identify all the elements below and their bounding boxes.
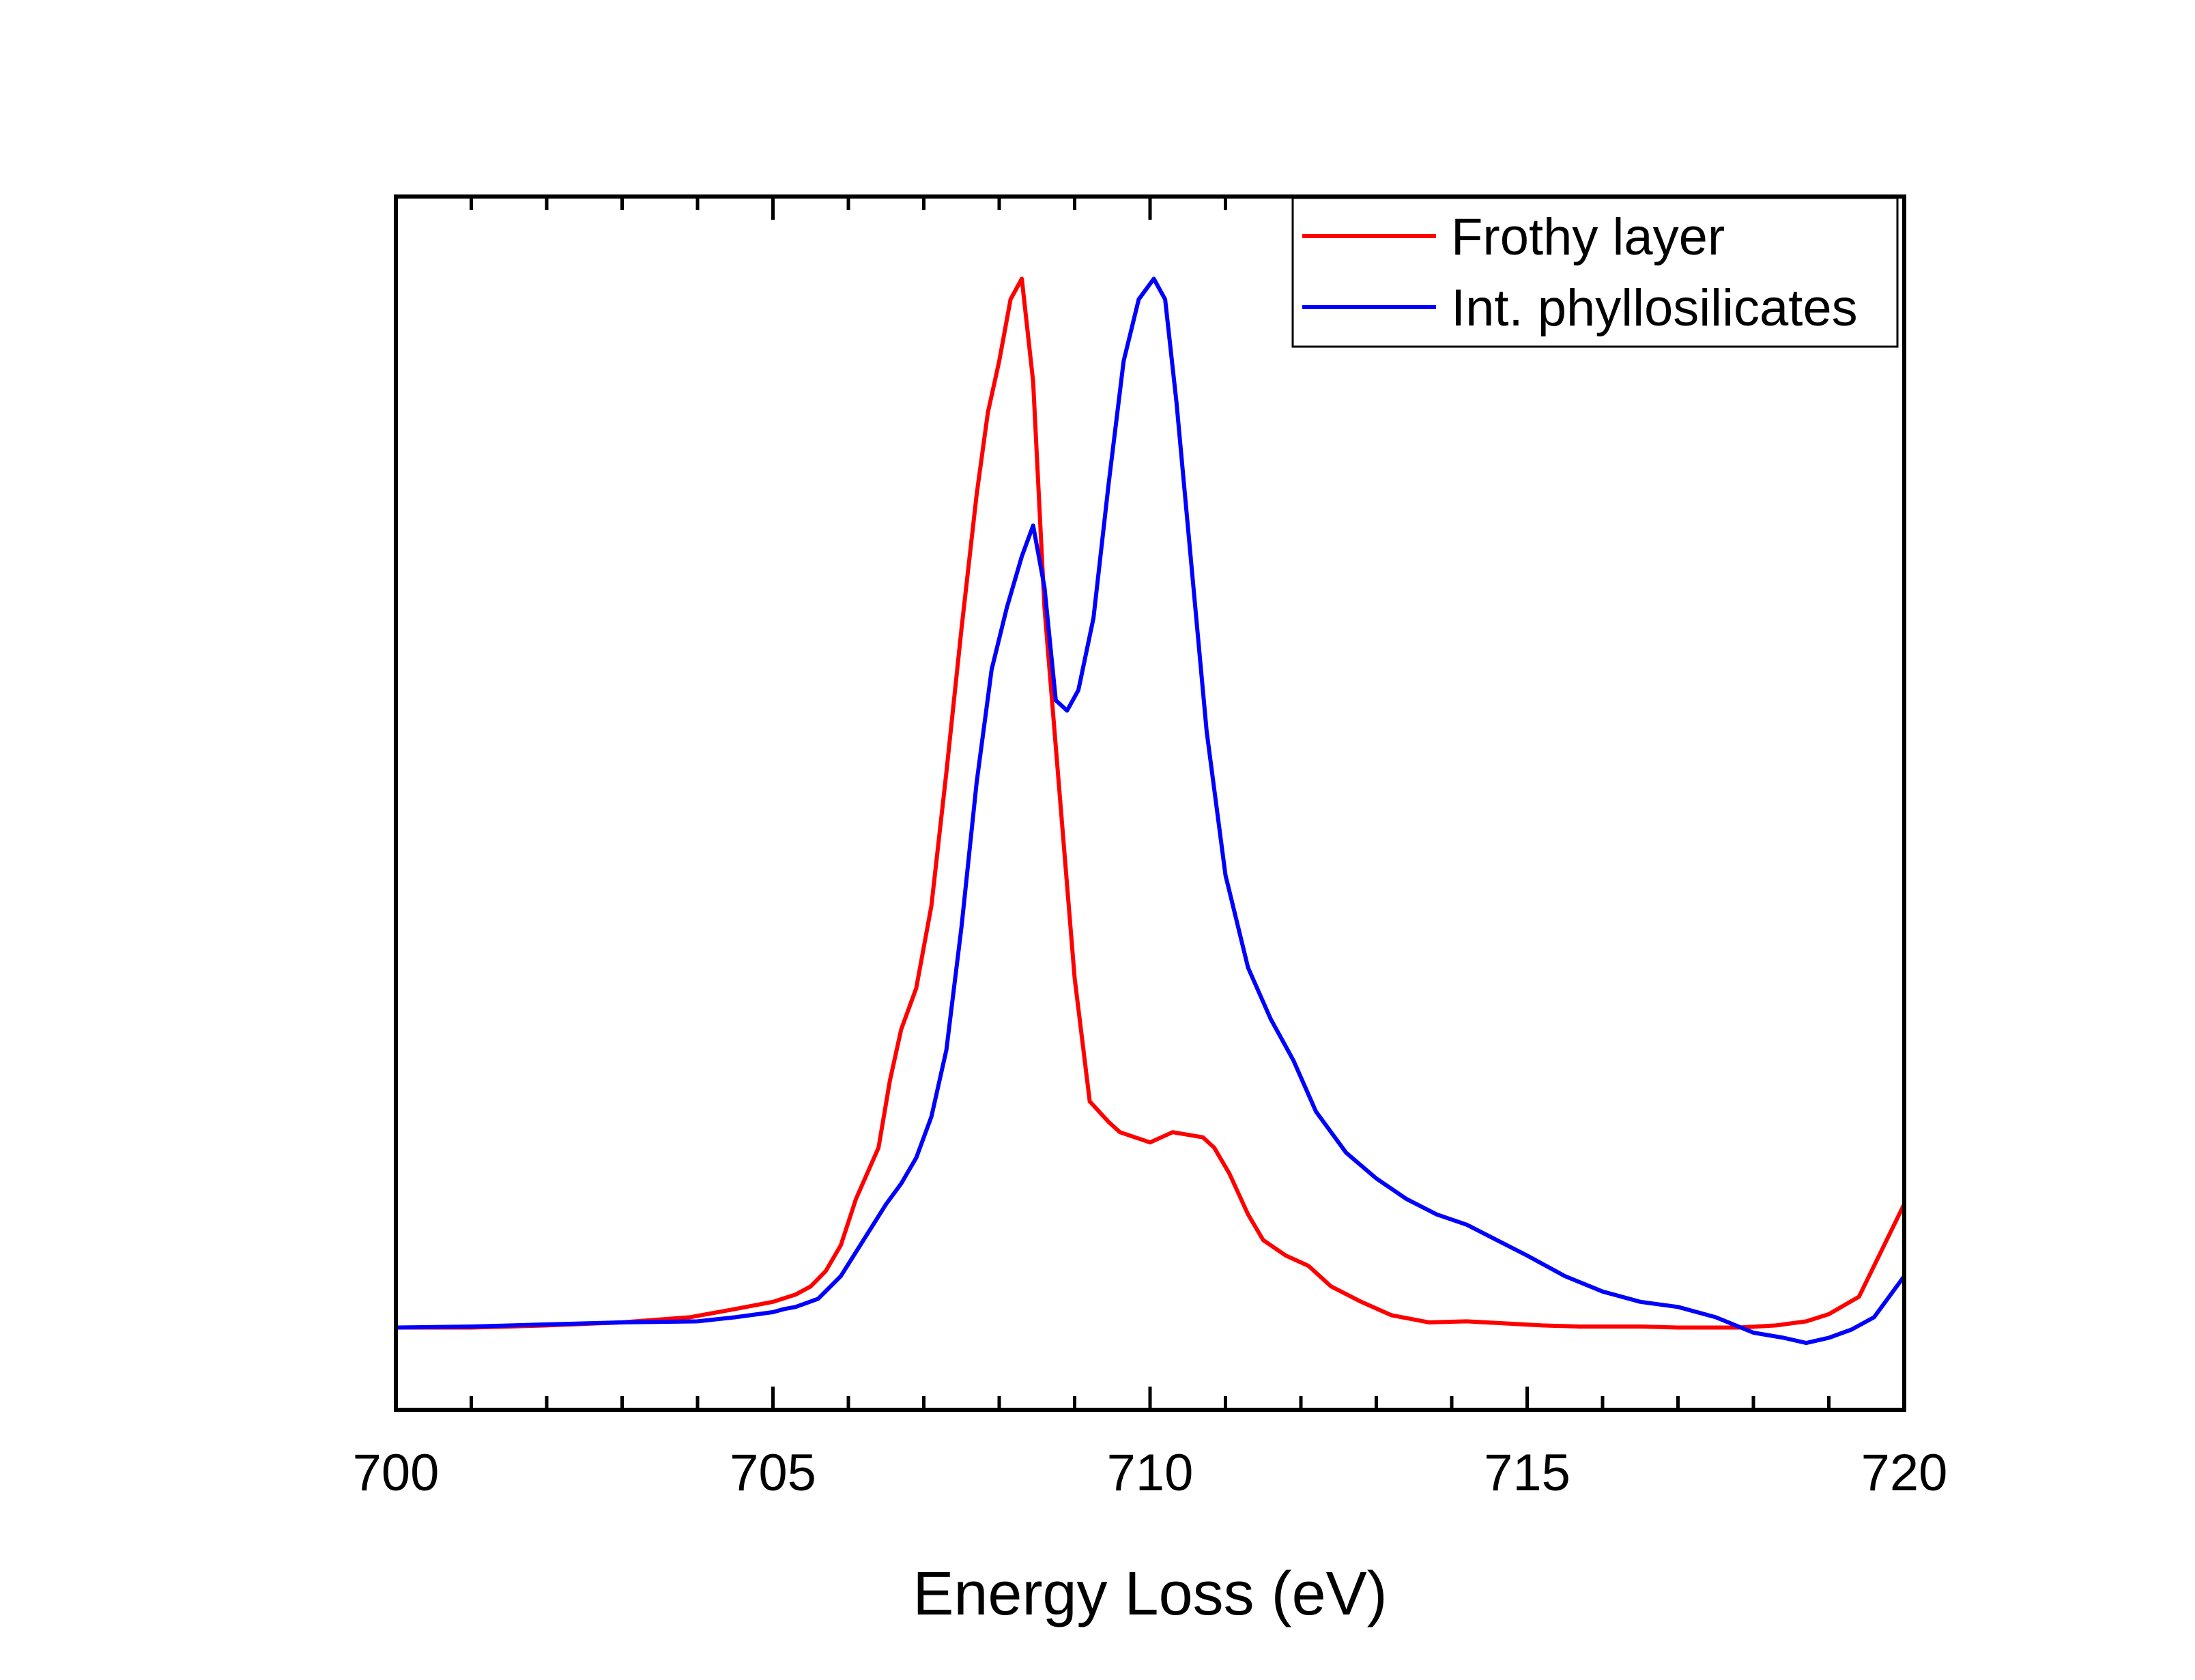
legend-label: Int. phyllosilicates	[1451, 279, 1858, 337]
legend-entry: Int. phyllosilicates	[1302, 279, 1858, 337]
x-tick-label: 705	[730, 1444, 816, 1502]
x-tick-label: 715	[1484, 1444, 1570, 1502]
x-tick-label: 720	[1861, 1444, 1948, 1502]
legend: Frothy layer Int. phyllosilicates	[1291, 197, 1899, 348]
x-tick-label: 700	[353, 1444, 440, 1502]
series-layer	[394, 276, 1906, 1346]
x-axis: 700 705 710 715 720	[353, 197, 1948, 1502]
legend-label: Frothy layer	[1451, 208, 1725, 266]
legend-entry: Frothy layer	[1302, 208, 1725, 266]
legend-box	[1291, 197, 1899, 348]
series-line-int-phyllosilicates	[394, 276, 1906, 1346]
x-axis-title: Energy Loss (eV)	[913, 1560, 1387, 1628]
series-line-frothy-layer	[394, 276, 1906, 1330]
x-tick-label: 710	[1107, 1444, 1194, 1502]
